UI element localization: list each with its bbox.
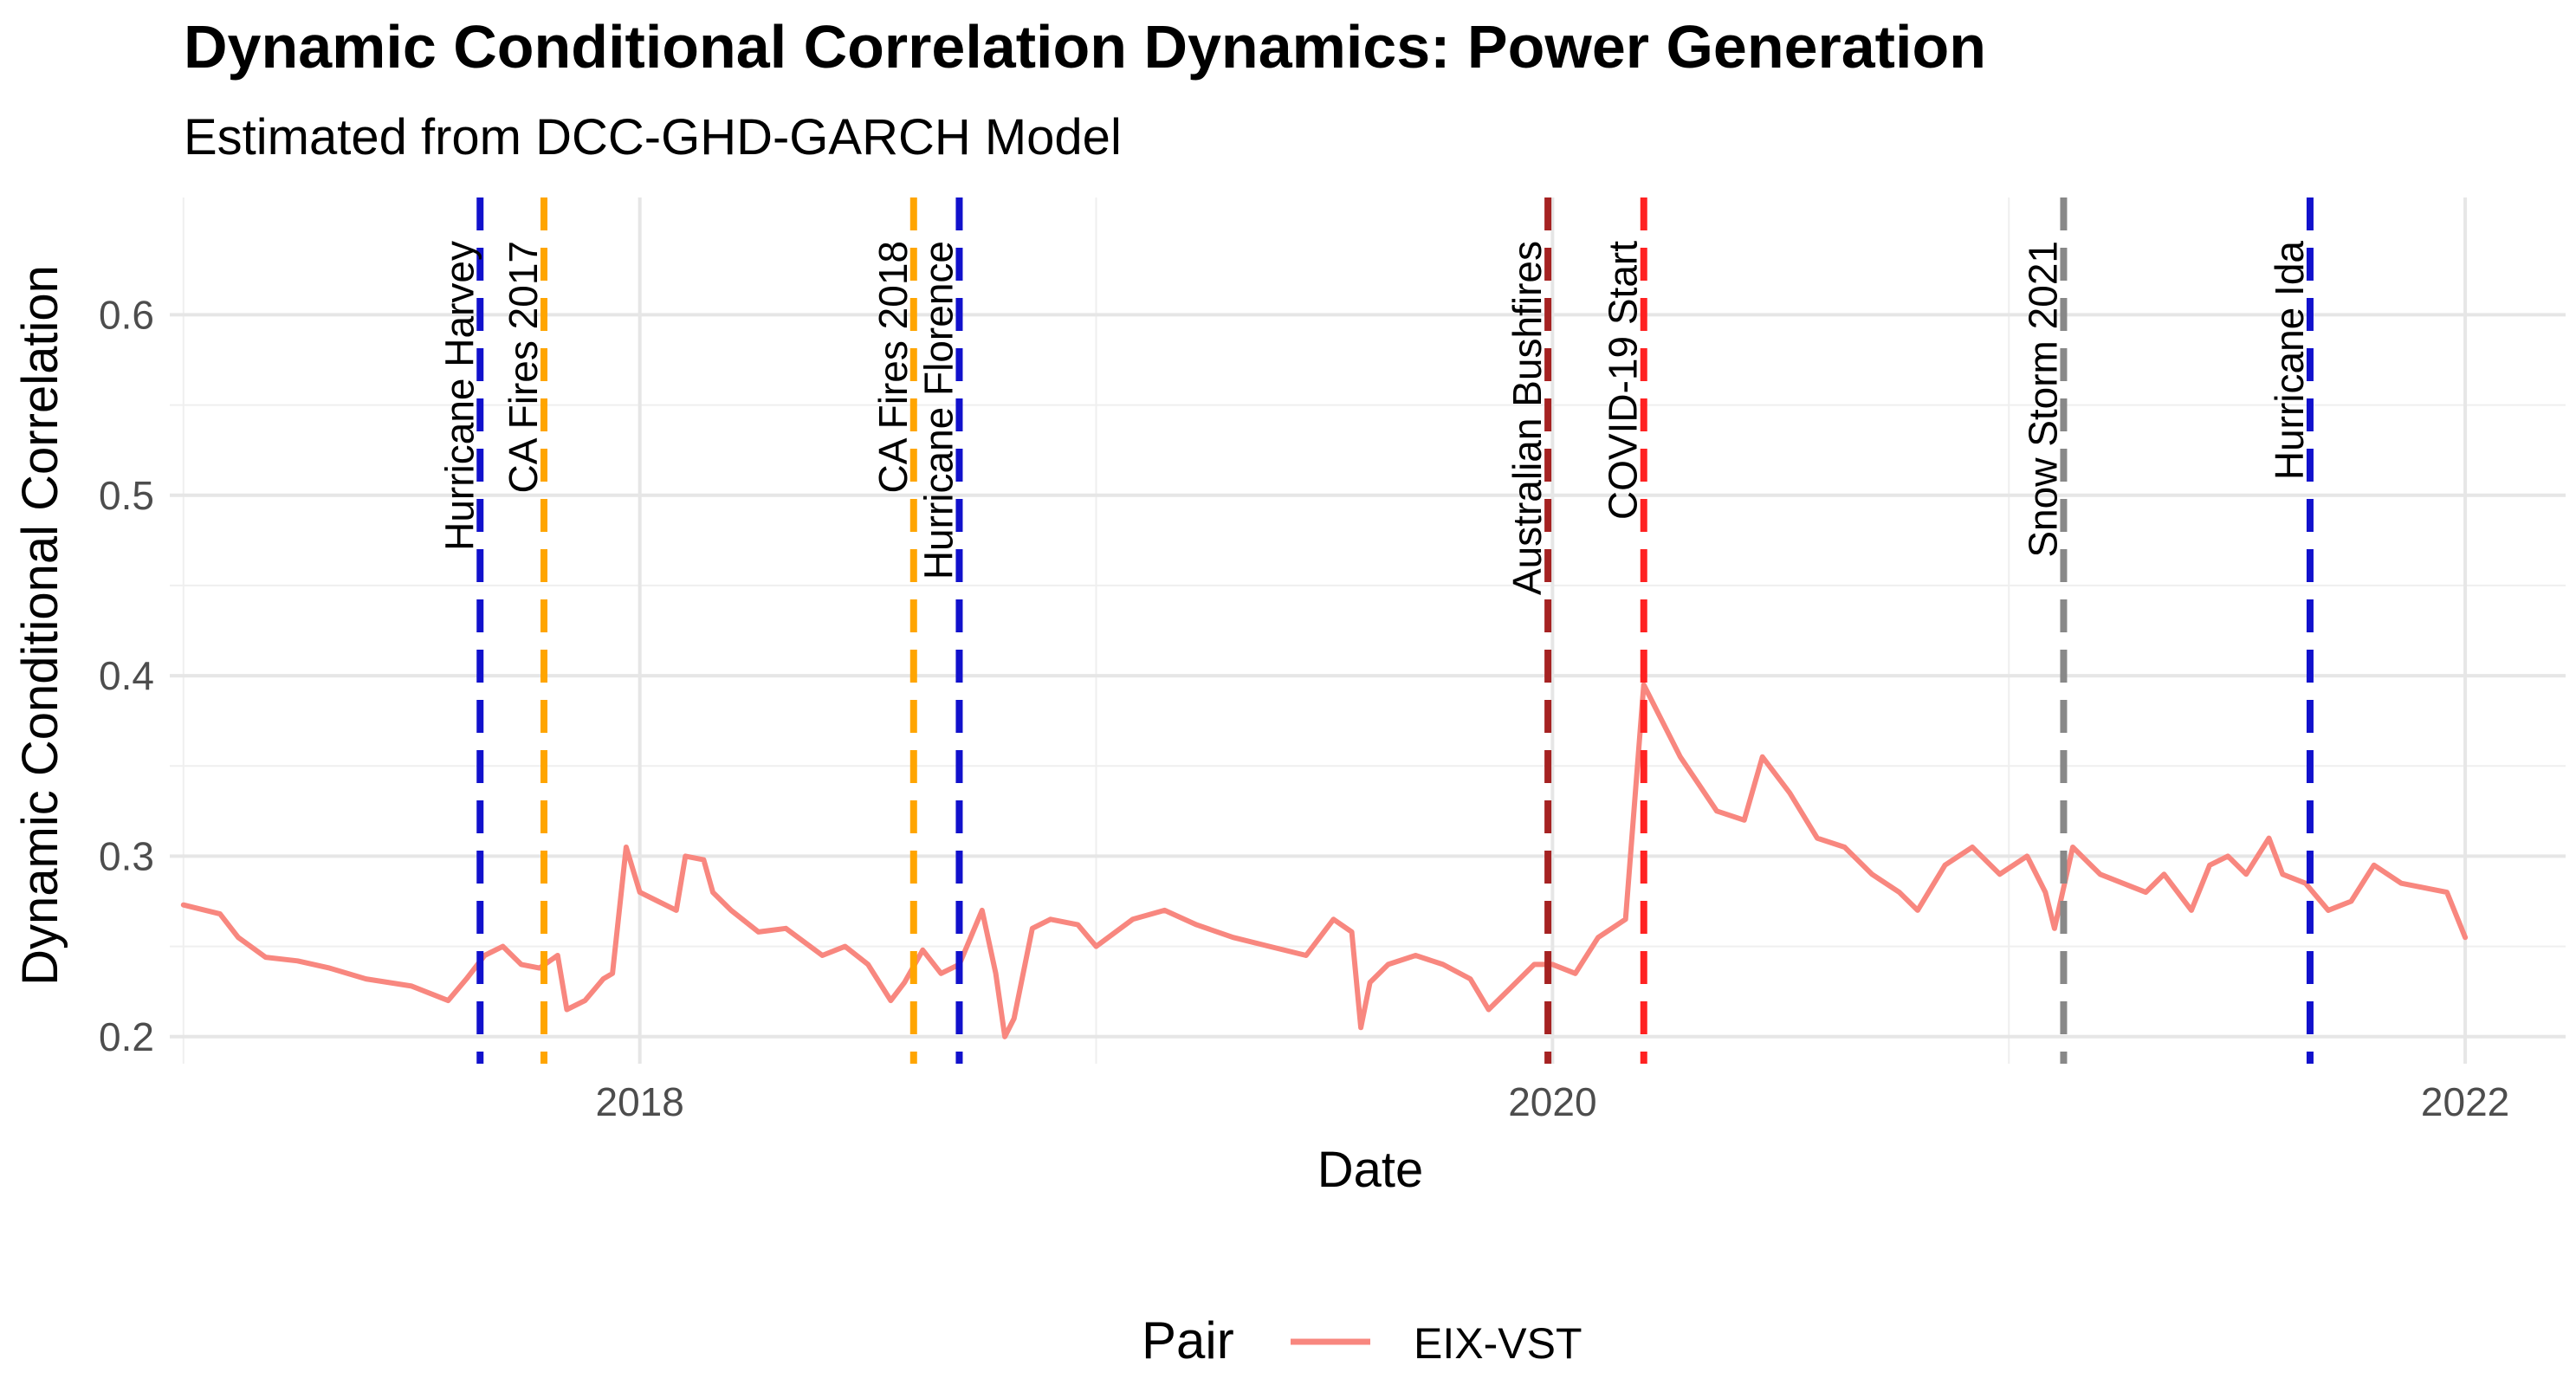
y-tick-label: 0.2	[99, 1014, 154, 1059]
series-line-eix-vst	[180, 682, 2469, 1039]
y-tick-label: 0.6	[99, 292, 154, 337]
event-label: CA Fires 2018	[871, 241, 916, 493]
event-label: Snow Storm 2021	[2021, 241, 2066, 558]
y-tick-label: 0.3	[99, 833, 154, 878]
y-tick-label: 0.4	[99, 653, 154, 698]
event-label: CA Fires 2017	[501, 241, 546, 493]
x-tick-label: 2022	[2421, 1079, 2509, 1124]
y-axis-label: Dynamic Conditional Correlation	[12, 265, 68, 986]
x-axis-label: Date	[1317, 1142, 1424, 1198]
event-label: Hurricane Ida	[2267, 241, 2312, 481]
legend-title: Pair	[1142, 1311, 1234, 1369]
event-label: Australian Bushfires	[1505, 241, 1550, 595]
x-tick-label: 2020	[1508, 1079, 1596, 1124]
series-layer	[180, 682, 2469, 1039]
minor-gridlines	[170, 197, 2566, 1064]
legend: Pair EIX-VST	[1142, 1311, 1582, 1369]
y-tick-label: 0.5	[99, 473, 154, 518]
chart-title: Dynamic Conditional Correlation Dynamics…	[184, 13, 1986, 81]
event-label: Hurricane Florence	[916, 241, 961, 579]
chart-subtitle: Estimated from DCC-GHD-GARCH Model	[184, 109, 1122, 165]
y-axis-ticks: 0.2 0.3 0.4 0.5 0.6	[99, 292, 154, 1059]
legend-entry-label: EIX-VST	[1414, 1319, 1582, 1368]
event-layer: Hurricane Harvey CA Fires 2017 CA Fires 20…	[437, 197, 2314, 1064]
event-label: Hurricane Harvey	[437, 241, 482, 551]
x-axis-ticks: 2018 2020 2022	[595, 1079, 2509, 1124]
x-tick-label: 2018	[595, 1079, 683, 1124]
major-gridlines	[170, 197, 2566, 1064]
event-label: COVID-19 Start	[1601, 241, 1646, 520]
